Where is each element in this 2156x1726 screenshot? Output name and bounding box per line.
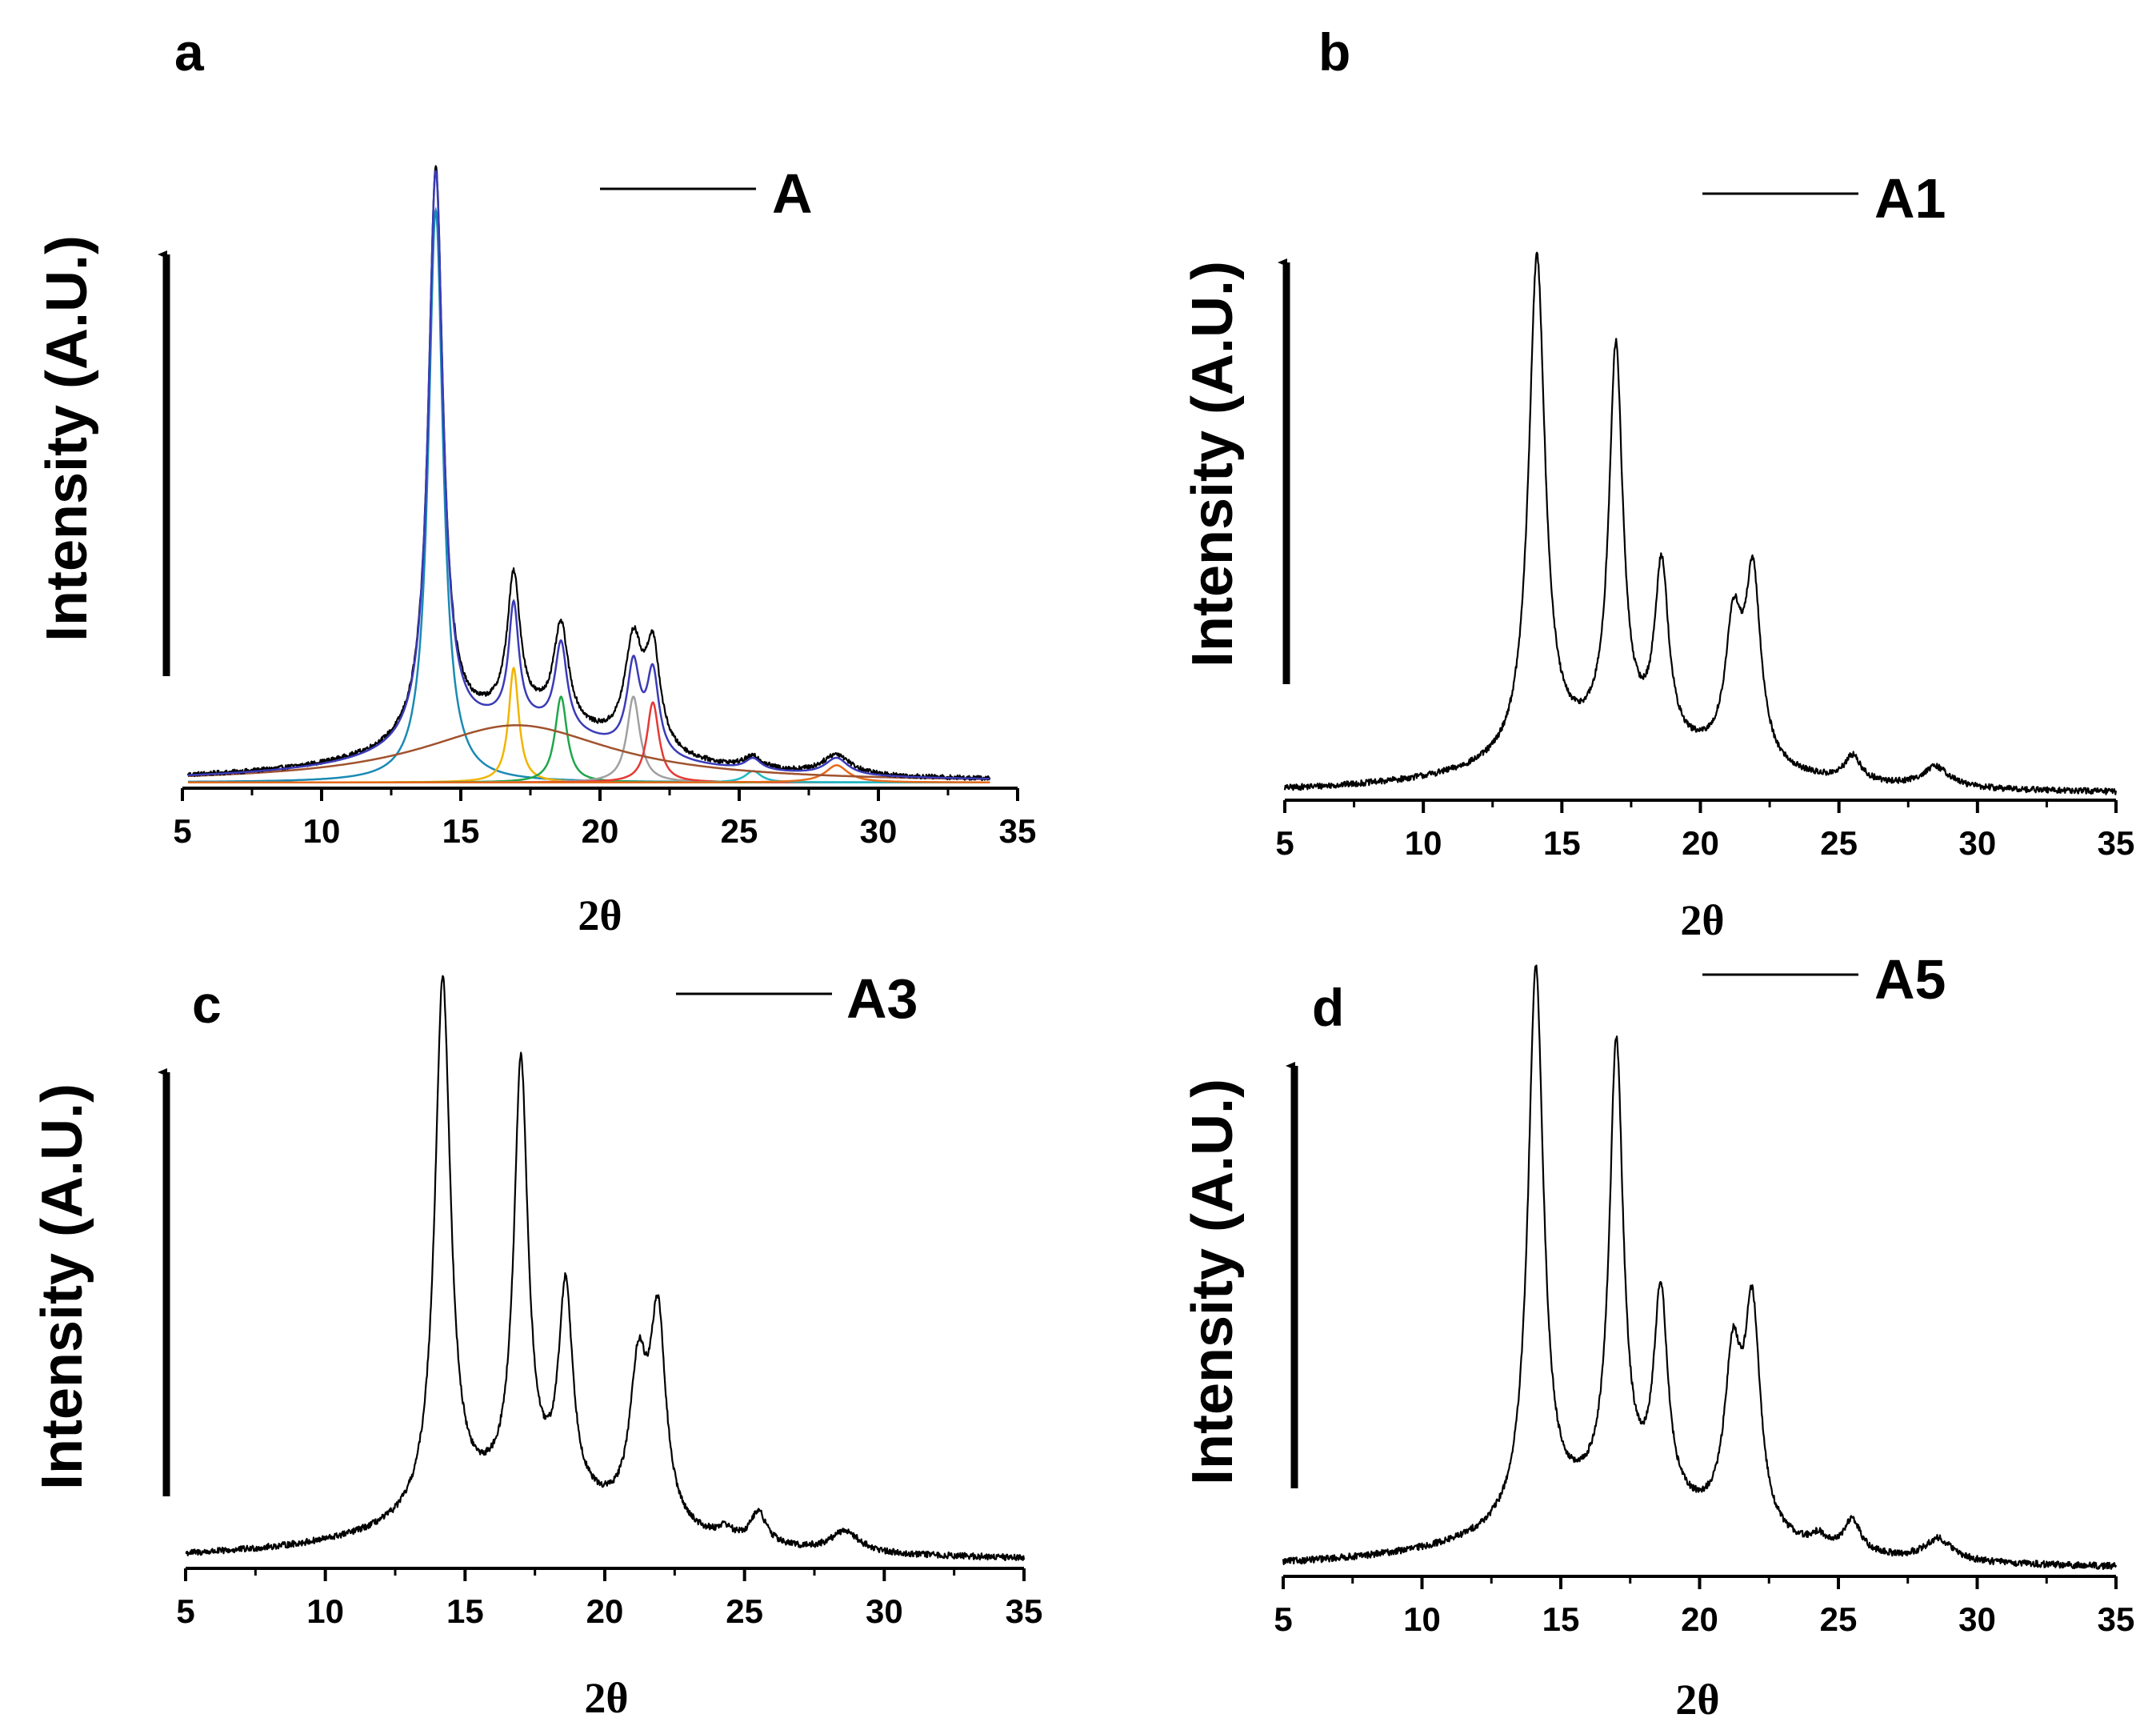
x-tick-label: 35 (999, 812, 1037, 850)
y-axis-label: Intensity (A.U.) (30, 1083, 94, 1490)
x-tick-label: 5 (1274, 1600, 1292, 1638)
x-ticks: 5 10 15 20 25 30 35 (173, 788, 1036, 850)
x-tick-label: 35 (2098, 824, 2135, 862)
series (185, 975, 1026, 1561)
y-axis-label: Intensity (A.U.) (1181, 1079, 1245, 1485)
legend-label: A (772, 162, 813, 225)
y-axis-label: Intensity (A.U.) (35, 235, 99, 642)
x-tick-label: 20 (586, 1592, 624, 1630)
x-ticks: 5 10 15 20 25 30 35 (176, 1568, 1042, 1630)
x-tick-label: 30 (1958, 1600, 1996, 1638)
fit-component-curve (188, 206, 990, 783)
panel-b: b A1 Intensity (A.U.) 5 10 15 20 25 30 35 2θ (1181, 22, 2134, 944)
panel-d: d A5 Intensity (A.U.) 5 10 15 20 25 30 35 2θ (1181, 948, 2134, 1724)
xrd-pattern-line (1282, 964, 2118, 1570)
xrd-pattern-line (186, 165, 991, 782)
fit-component-curve (188, 724, 990, 780)
x-tick-label: 10 (303, 812, 341, 850)
xrd-pattern-line (1283, 251, 2118, 795)
x-axis-label: 2θ (1675, 1676, 1719, 1724)
panel-a: a A Intensity (A.U.) 5 10 15 20 25 30 35 2θ (35, 22, 1036, 939)
panel-letter: d (1312, 978, 1344, 1037)
x-ticks: 5 10 15 20 25 30 35 (1274, 1576, 2134, 1638)
x-tick-label: 5 (173, 812, 191, 850)
x-tick-label: 35 (1006, 1592, 1043, 1630)
x-ticks: 5 10 15 20 25 30 35 (1275, 800, 2134, 862)
x-tick-label: 25 (1820, 1600, 1858, 1638)
x-axis-label: 2θ (578, 891, 622, 939)
x-tick-label: 10 (306, 1592, 344, 1630)
x-tick-label: 20 (582, 812, 619, 850)
x-tick-label: 25 (721, 812, 758, 850)
panel-letter: b (1318, 22, 1350, 82)
fit-envelope-line (188, 170, 990, 780)
x-tick-label: 15 (1542, 1600, 1580, 1638)
x-tick-label: 35 (2098, 1600, 2135, 1638)
legend-label: A3 (846, 967, 918, 1030)
series (1282, 964, 2118, 1570)
x-axis-label: 2θ (1680, 896, 1724, 944)
x-axis-label: 2θ (584, 1674, 628, 1722)
legend-label: A1 (1874, 167, 1946, 230)
series (1283, 251, 2118, 795)
x-tick-label: 15 (446, 1592, 484, 1630)
fit-components (188, 206, 990, 784)
x-tick-label: 30 (866, 1592, 903, 1630)
panel-letter: c (192, 975, 222, 1034)
x-tick-label: 10 (1403, 1600, 1441, 1638)
panel-c: c A3 Intensity (A.U.) 5 10 15 20 25 30 35 2θ (30, 967, 1042, 1722)
x-tick-label: 20 (1681, 1600, 1718, 1638)
y-axis-label: Intensity (A.U.) (1181, 261, 1245, 667)
x-tick-label: 25 (726, 1592, 763, 1630)
x-tick-label: 5 (176, 1592, 194, 1630)
x-tick-label: 5 (1275, 824, 1294, 862)
x-tick-label: 30 (860, 812, 898, 850)
x-tick-label: 10 (1405, 824, 1442, 862)
x-tick-label: 15 (442, 812, 480, 850)
xrd-pattern-line (185, 975, 1026, 1561)
panel-letter: a (174, 22, 205, 82)
x-tick-label: 30 (1958, 824, 1996, 862)
x-tick-label: 20 (1682, 824, 1719, 862)
series (186, 165, 991, 782)
legend-label: A5 (1874, 948, 1946, 1011)
x-tick-label: 25 (1820, 824, 1858, 862)
x-tick-label: 15 (1543, 824, 1581, 862)
